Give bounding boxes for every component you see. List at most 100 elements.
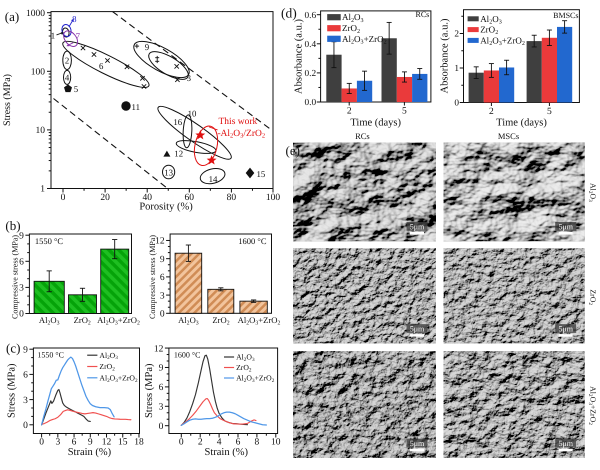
svg-text:This work: This work <box>219 117 258 127</box>
svg-text:40: 40 <box>142 193 152 203</box>
svg-text:ZrO2​: ZrO2​ <box>74 315 91 327</box>
svg-text:1000: 1000 <box>26 9 45 19</box>
svg-text:Stress (MPa): Stress (MPa) <box>144 363 155 418</box>
svg-text:16: 16 <box>173 117 182 127</box>
svg-text:Stress (MPa): Stress (MPa) <box>2 74 13 126</box>
svg-text:12: 12 <box>155 237 165 247</box>
svg-text:Stress (MPa): Stress (MPa) <box>7 363 18 418</box>
svg-text:1: 1 <box>454 64 459 74</box>
svg-text:6: 6 <box>19 258 24 268</box>
svg-text:3: 3 <box>187 73 192 83</box>
svg-text:5: 5 <box>547 107 552 117</box>
svg-text:Al2​O3​: Al2​O3​ <box>587 183 597 202</box>
svg-text:15: 15 <box>257 169 266 179</box>
svg-text:12: 12 <box>154 344 164 354</box>
svg-text:2: 2 <box>198 438 203 448</box>
svg-text:RCs: RCs <box>355 131 370 141</box>
svg-text:ZrO2​: ZrO2​ <box>480 25 498 37</box>
svg-text:Al2​O3​: Al2​O3​ <box>39 315 60 327</box>
svg-text:12: 12 <box>102 438 112 448</box>
svg-text:0: 0 <box>39 438 44 448</box>
svg-text:5μm: 5μm <box>410 439 425 448</box>
svg-text:0: 0 <box>160 310 165 320</box>
svg-text:0: 0 <box>159 422 164 432</box>
svg-text:9: 9 <box>160 255 165 265</box>
svg-text:80: 80 <box>227 193 237 203</box>
svg-text:14: 14 <box>209 174 218 184</box>
svg-text:0: 0 <box>454 99 459 109</box>
svg-text:15: 15 <box>118 438 128 448</box>
svg-text:MSCs: MSCs <box>498 131 519 141</box>
svg-text:(e): (e) <box>286 143 300 158</box>
svg-text:20: 20 <box>100 193 110 203</box>
svg-text:1: 1 <box>51 30 55 40</box>
svg-text:1550 °C: 1550 °C <box>35 236 64 246</box>
svg-text:Absorbance (a.u.): Absorbance (a.u.) <box>440 18 451 93</box>
svg-text:3: 3 <box>23 396 28 406</box>
svg-text:Al2​O3​+ZrO2​: Al2​O3​+ZrO2​ <box>480 35 525 47</box>
svg-text:-: - <box>218 129 221 139</box>
svg-text:0.2: 0.2 <box>304 69 316 79</box>
svg-text:0.4: 0.4 <box>304 40 316 50</box>
svg-text:5: 5 <box>74 84 79 94</box>
svg-text:Al2​O3​: Al2​O3​ <box>99 351 118 361</box>
svg-text:Compressive stress (MPa): Compressive stress (MPa) <box>11 235 20 319</box>
svg-text:ZrO2​: ZrO2​ <box>236 363 252 373</box>
svg-text:1: 1 <box>40 185 45 195</box>
svg-text:0.6: 0.6 <box>304 11 316 21</box>
svg-text:2: 2 <box>65 56 69 66</box>
svg-text:9: 9 <box>159 364 164 374</box>
svg-text:100: 100 <box>266 193 281 203</box>
svg-text:6: 6 <box>236 438 241 448</box>
svg-text:Al2​O3​: Al2​O3​ <box>342 12 364 24</box>
svg-text:5μm: 5μm <box>410 222 425 231</box>
svg-text:6: 6 <box>160 273 165 283</box>
svg-text:8: 8 <box>72 14 77 24</box>
svg-text:Al2​O3​: Al2​O3​ <box>236 353 255 363</box>
svg-text:6: 6 <box>159 383 164 393</box>
svg-text:0: 0 <box>61 193 66 203</box>
svg-text:0.0: 0.0 <box>304 98 316 108</box>
svg-text:3: 3 <box>159 402 164 412</box>
svg-text:8: 8 <box>255 438 260 448</box>
svg-text:0: 0 <box>23 421 28 431</box>
svg-text:Strain (%): Strain (%) <box>68 447 112 458</box>
svg-text:Porosity (%): Porosity (%) <box>139 202 193 213</box>
svg-text:Al2​O3​+ZrO2​: Al2​O3​+ZrO2​ <box>97 315 140 327</box>
svg-text:10: 10 <box>271 438 281 448</box>
svg-text:3: 3 <box>55 438 60 448</box>
svg-text:9: 9 <box>88 438 93 448</box>
svg-text:Al2​O3​+ZrO2​: Al2​O3​+ZrO2​ <box>238 315 281 327</box>
svg-text:1600 °C: 1600 °C <box>238 236 267 246</box>
svg-text:9: 9 <box>145 42 150 52</box>
svg-text:(d): (d) <box>281 6 297 21</box>
svg-text:5μm: 5μm <box>558 324 573 333</box>
svg-text:4: 4 <box>217 438 222 448</box>
svg-text:6: 6 <box>23 371 28 381</box>
svg-text:Time (days): Time (days) <box>350 118 401 129</box>
svg-text:10: 10 <box>188 109 197 119</box>
svg-text:0: 0 <box>19 310 24 320</box>
svg-text:60: 60 <box>185 193 195 203</box>
svg-text:9: 9 <box>19 231 24 241</box>
svg-text:BMSCs: BMSCs <box>553 11 578 20</box>
svg-text:2: 2 <box>347 107 352 117</box>
svg-text:10: 10 <box>36 126 46 136</box>
svg-text:6: 6 <box>72 438 77 448</box>
svg-text:13: 13 <box>164 168 173 178</box>
svg-text:ZrO2​: ZrO2​ <box>342 23 360 35</box>
svg-text:5: 5 <box>402 107 407 117</box>
svg-text:11: 11 <box>132 102 140 112</box>
svg-text:2: 2 <box>454 30 459 40</box>
svg-text:2: 2 <box>489 107 494 117</box>
svg-text:5μm: 5μm <box>558 439 573 448</box>
svg-text:4: 4 <box>65 73 70 83</box>
svg-text:1550 °C: 1550 °C <box>37 351 64 360</box>
svg-text:Al2​O3​+ZrO2​: Al2​O3​+ZrO2​ <box>587 386 597 425</box>
svg-text:Strain (%): Strain (%) <box>205 447 249 458</box>
svg-text:Absorbance (a.u.): Absorbance (a.u.) <box>294 19 305 94</box>
svg-text:(a): (a) <box>5 9 19 24</box>
svg-text:Al2​O3​: Al2​O3​ <box>178 315 199 327</box>
svg-text:Al2​O3​: Al2​O3​ <box>480 14 502 26</box>
svg-text:3: 3 <box>19 284 24 294</box>
